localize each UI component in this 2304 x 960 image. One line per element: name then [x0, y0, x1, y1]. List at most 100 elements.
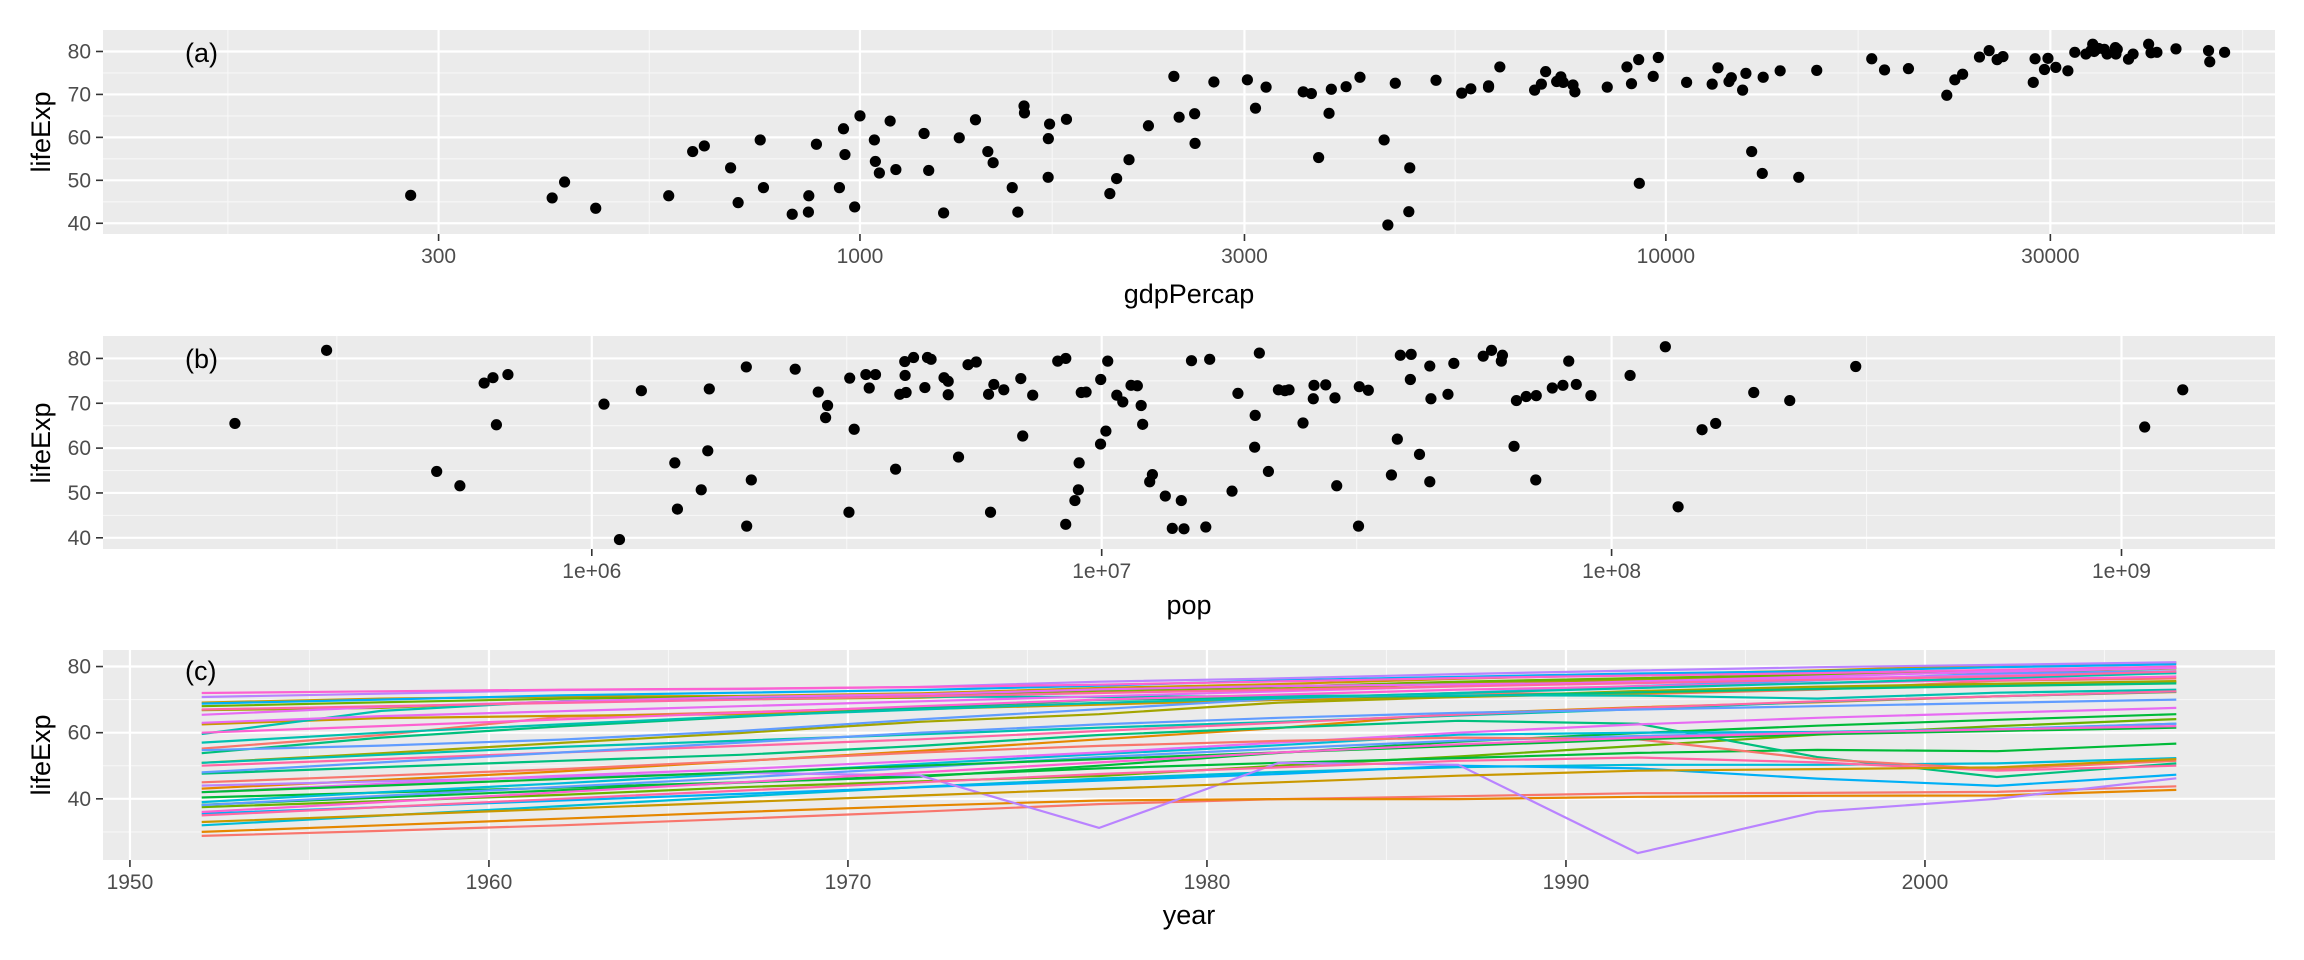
scatter-point: [1811, 64, 1823, 76]
scatter-point: [802, 206, 815, 218]
scatter-point: [2050, 61, 2062, 73]
panel-a-points: [405, 38, 2231, 231]
scatter-point: [1104, 188, 1116, 200]
scatter-point: [1340, 81, 1352, 93]
scatter-point: [1308, 379, 1320, 391]
panel-a-tag: (a): [185, 38, 218, 68]
scatter-point: [849, 201, 861, 213]
scatter-point: [1378, 134, 1390, 146]
scatter-point: [1465, 83, 1477, 95]
scatter-point: [907, 351, 920, 364]
series-line: [201, 758, 2177, 824]
y-tick-label: 80: [68, 347, 91, 370]
series-line: [201, 785, 2177, 837]
x-tick-label: 1e+07: [1072, 560, 1131, 583]
scatter-point: [1633, 177, 1645, 189]
scatter-point: [1073, 457, 1085, 469]
scatter-point: [1329, 392, 1341, 404]
y-tick-label: 40: [68, 212, 91, 235]
scatter-point: [1784, 394, 1796, 407]
scatter-point: [868, 134, 880, 146]
scatter-point: [953, 132, 965, 144]
series-line: [201, 682, 2177, 755]
scatter-point: [1232, 387, 1244, 399]
panel-b: 1e+06 1e+07 1e+08 1e+09 40 50 60 70 80 (b) pop l…: [26, 336, 2275, 620]
panel-a-ticks: 300 1000 3000 10000 30000 40 50 60 70 80: [68, 40, 2080, 268]
scatter-point: [1060, 113, 1073, 125]
panel-b-tag: (b): [185, 344, 218, 374]
series-line: [201, 665, 2177, 695]
x-tick-label: 1950: [107, 871, 154, 894]
scatter-point: [487, 372, 499, 384]
scatter-point: [942, 375, 954, 387]
scatter-point: [2145, 47, 2157, 59]
series-line: [201, 667, 2177, 724]
scatter-point: [431, 465, 443, 478]
y-tick-label: 70: [68, 392, 91, 415]
scatter-point: [1042, 171, 1054, 183]
scatter-point: [754, 134, 766, 146]
series-line: [201, 680, 2177, 764]
scatter-point: [703, 383, 715, 395]
scatter-point: [695, 484, 707, 496]
scatter-point: [1135, 399, 1147, 412]
y-tick-label: 60: [68, 126, 91, 149]
scatter-point: [1633, 54, 1645, 66]
scatter-point: [1878, 64, 1891, 76]
scatter-point: [1757, 71, 1769, 83]
scatter-point: [998, 384, 1010, 396]
scatter-point: [1585, 390, 1597, 402]
panel-a-grid: [103, 30, 2275, 234]
x-tick-label: 1970: [825, 871, 872, 894]
scatter-point: [698, 140, 710, 152]
panel-a-background: [103, 30, 2275, 234]
scatter-point: [1260, 81, 1272, 93]
scatter-point: [1111, 172, 1123, 185]
scatter-point: [1137, 418, 1149, 430]
y-tick-label: 80: [68, 40, 91, 63]
scatter-point: [1535, 78, 1547, 90]
scatter-point: [1094, 438, 1107, 450]
scatter-point: [2143, 38, 2155, 50]
scatter-point: [1983, 45, 1995, 57]
scatter-point: [1941, 89, 1953, 101]
scatter-point: [844, 372, 856, 384]
scatter-point: [869, 155, 881, 168]
scatter-point: [1510, 394, 1523, 407]
scatter-point: [1060, 352, 1072, 365]
scatter-point: [590, 202, 602, 214]
scatter-point: [1424, 360, 1436, 372]
series-line: [201, 726, 2177, 794]
scatter-point: [942, 389, 954, 401]
scatter-point: [1241, 74, 1253, 86]
scatter-point: [889, 463, 902, 475]
scatter-point: [1253, 347, 1265, 359]
scatter-point: [1200, 521, 1212, 533]
scatter-point: [789, 363, 801, 375]
scatter-point: [502, 368, 514, 381]
scatter-point: [2111, 43, 2123, 55]
scatter-point: [2088, 45, 2100, 58]
scatter-point: [2038, 63, 2051, 76]
x-tick-label: 10000: [1637, 245, 1695, 268]
scatter-point: [1017, 430, 1029, 442]
scatter-point: [2204, 56, 2216, 68]
scatter-point: [1681, 76, 1693, 88]
scatter-point: [1018, 107, 1031, 119]
scatter-point: [1320, 379, 1332, 391]
scatter-point: [1774, 65, 1786, 77]
scatter-point: [1249, 409, 1261, 421]
scatter-point: [1208, 76, 1220, 88]
scatter-point: [786, 208, 798, 220]
scatter-point: [1117, 396, 1129, 408]
scatter-point: [1652, 51, 1664, 64]
scatter-point: [1430, 74, 1442, 86]
scatter-point: [1382, 219, 1394, 231]
scatter-point: [970, 356, 982, 368]
series-line: [201, 672, 2177, 744]
panel-b-ylabel: lifeExp: [26, 402, 56, 483]
scatter-point: [1737, 84, 1749, 96]
panel-a: 300 1000 3000 10000 30000 40 50 60 70 80 (a) gdpP…: [26, 30, 2275, 309]
scatter-point: [745, 474, 757, 486]
